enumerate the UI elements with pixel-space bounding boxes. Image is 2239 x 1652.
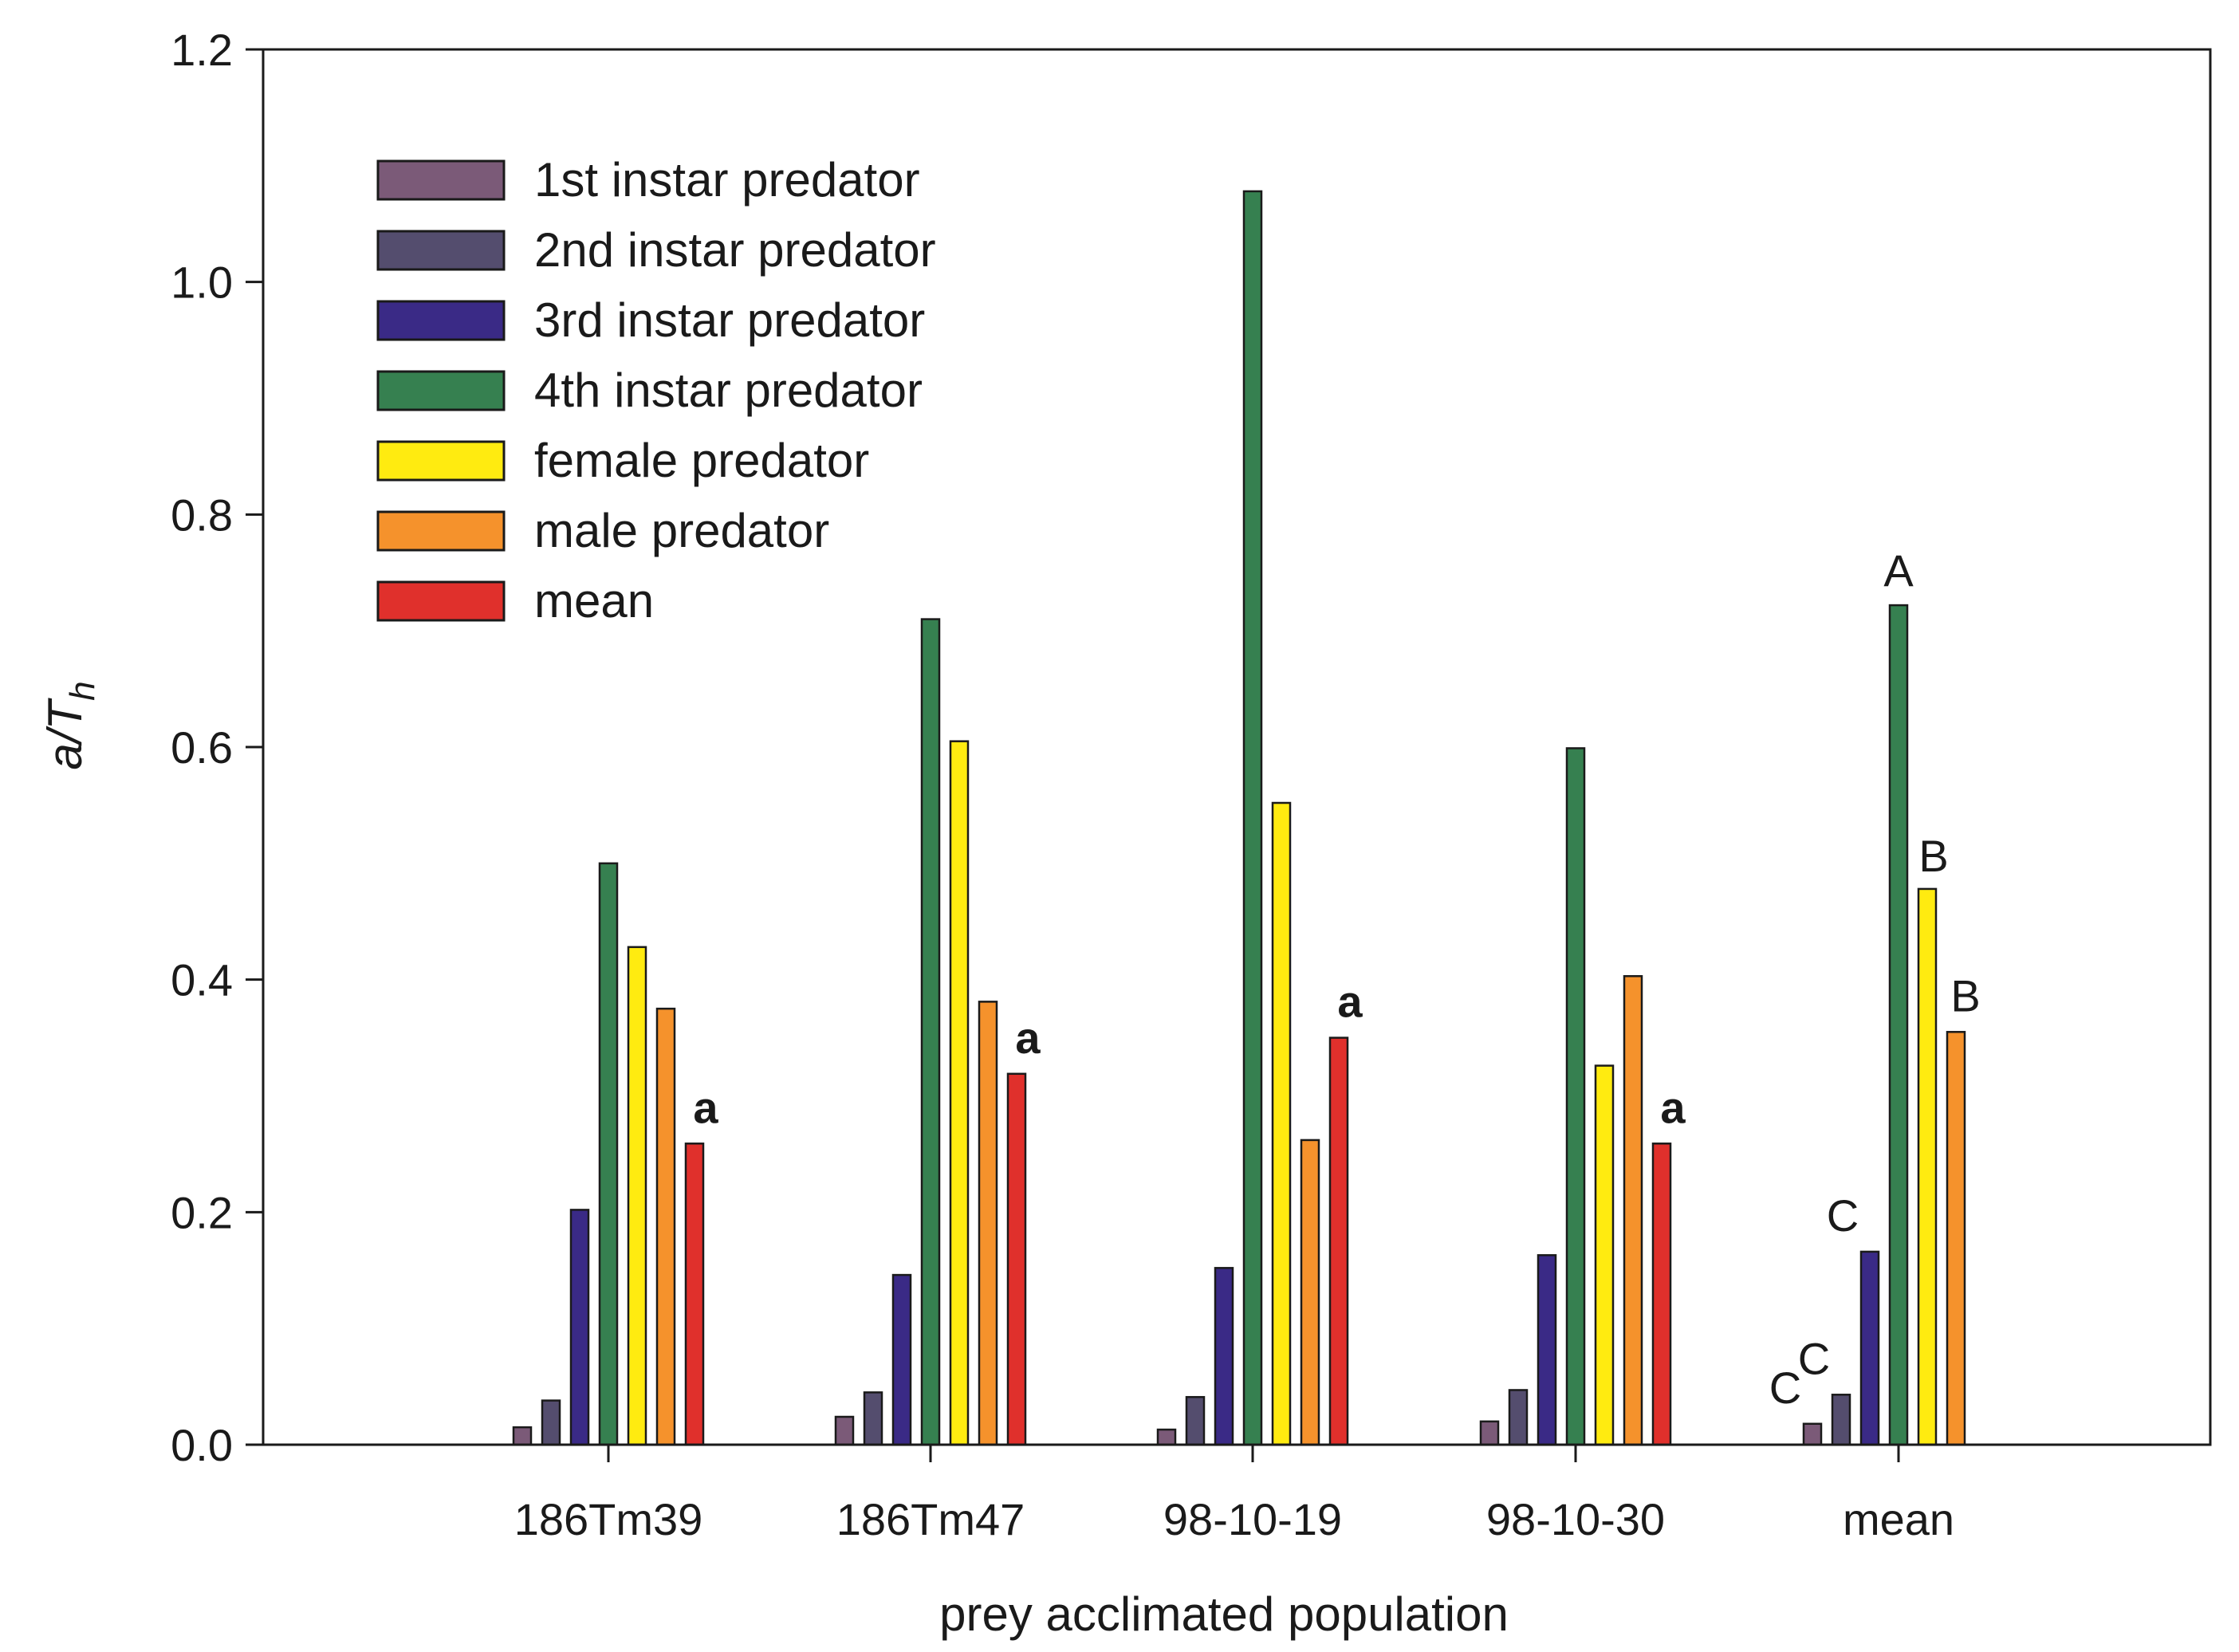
bar-186tm39-mean [684, 1143, 705, 1446]
significance-letter: B [1918, 831, 1948, 881]
bar-186tm47-male-predator [978, 1001, 998, 1446]
bar-98-10-19-female-predator [1271, 801, 1292, 1446]
x-tick-label-98-10-19: 98-10-19 [1163, 1494, 1342, 1544]
bar-186tm39-1st-instar-predator [512, 1426, 533, 1446]
y-tick-label: 0.0 [171, 1420, 233, 1470]
significance-letter: a [693, 1082, 718, 1132]
bar-186tm39-2nd-instar-predator [541, 1399, 561, 1446]
x-tick-label-186tm47: 186Tm47 [836, 1494, 1025, 1544]
y-axis-title-subscript: h [63, 681, 102, 700]
chart-legend: 1st instar predator 2nd instar predator 3r… [376, 153, 936, 627]
legend-label-male-predator: male predator [534, 504, 829, 557]
legend-swatch-male-predator [376, 510, 506, 552]
significance-letter: C [1769, 1363, 1801, 1413]
bar-98-10-19-3rd-instar-predator [1214, 1267, 1234, 1446]
bar-mean-3rd-instar-predator [1859, 1250, 1880, 1446]
bar-mean-1st-instar-predator [1802, 1422, 1823, 1446]
bar-186tm47-female-predator [949, 740, 970, 1446]
bar-186tm39-4th-instar-predator [598, 862, 619, 1446]
x-axis-title: prey acclimated population [939, 1587, 1509, 1641]
bar-186tm39-3rd-instar-predator [569, 1209, 590, 1446]
legend-label-3rd-instar-predator: 3rd instar predator [534, 293, 925, 347]
bar-mean-2nd-instar-predator [1831, 1394, 1851, 1446]
significance-letter: C [1827, 1190, 1859, 1241]
bar-186tm47-4th-instar-predator [920, 618, 941, 1446]
bar-186tm39-male-predator [655, 1007, 676, 1446]
y-tick-label: 0.2 [171, 1187, 233, 1237]
bar-98-10-19-male-predator [1300, 1139, 1320, 1446]
bar-186tm47-mean [1006, 1072, 1027, 1446]
significance-letter: A [1883, 545, 1914, 596]
y-tick-label: 0.6 [171, 722, 233, 773]
y-axis-title: a/Th [38, 681, 102, 769]
legend-label-mean: mean [534, 574, 654, 627]
legend-label-2nd-instar-predator: 2nd instar predator [534, 223, 936, 277]
significance-letter: a [1660, 1082, 1686, 1132]
significance-letter: B [1950, 970, 1980, 1021]
bar-mean-4th-instar-predator [1888, 604, 1909, 1446]
legend-label-female-predator: female predator [534, 434, 869, 487]
x-tick-label-mean: mean [1843, 1494, 1954, 1544]
legend-swatch-4th-instar-predator [376, 370, 506, 411]
bar-98-10-30-female-predator [1594, 1064, 1615, 1446]
bar-98-10-30-mean [1651, 1143, 1672, 1446]
bar-186tm39-female-predator [627, 946, 647, 1446]
y-tick-label: 0.4 [171, 955, 233, 1005]
bar-98-10-30-2nd-instar-predator [1508, 1389, 1529, 1446]
x-tick-label-98-10-30: 98-10-30 [1486, 1494, 1665, 1544]
significance-letter: a [1015, 1013, 1041, 1063]
y-axis-title-main: a/T [38, 698, 92, 770]
bar-186tm47-1st-instar-predator [834, 1415, 855, 1446]
bar-186tm47-3rd-instar-predator [891, 1273, 912, 1446]
bar-98-10-30-male-predator [1623, 975, 1643, 1446]
legend-swatch-mean [376, 580, 506, 622]
bar-98-10-19-2nd-instar-predator [1185, 1395, 1206, 1446]
legend-swatch-2nd-instar-predator [376, 230, 506, 271]
legend-swatch-female-predator [376, 440, 506, 482]
bar-98-10-19-1st-instar-predator [1156, 1428, 1177, 1446]
y-tick-label: 1.2 [171, 25, 233, 75]
legend-swatch-1st-instar-predator [376, 159, 506, 201]
bar-mean-female-predator [1917, 887, 1938, 1446]
bar-98-10-30-4th-instar-predator [1565, 747, 1586, 1446]
bar-98-10-30-3rd-instar-predator [1537, 1254, 1557, 1446]
legend-swatch-3rd-instar-predator [376, 300, 506, 341]
bar-98-10-19-mean [1328, 1036, 1349, 1446]
significance-letter: a [1337, 977, 1363, 1027]
y-tick-label: 1.0 [171, 258, 233, 308]
y-tick-label: 0.8 [171, 490, 233, 540]
chart-axes: 0.0 0.2 0.4 0.6 0.8 1.0 1.2 186Tm39 186Tm47 98-10… [171, 25, 2212, 1544]
legend-label-1st-instar-predator: 1st instar predator [534, 153, 920, 206]
x-tick-label-186tm39: 186Tm39 [514, 1494, 703, 1544]
bar-186tm47-2nd-instar-predator [863, 1391, 883, 1446]
bar-98-10-30-1st-instar-predator [1479, 1420, 1500, 1446]
significance-letter: C [1798, 1333, 1830, 1383]
bar-mean-male-predator [1946, 1031, 1966, 1446]
legend-label-4th-instar-predator: 4th instar predator [534, 364, 923, 417]
bar-98-10-19-4th-instar-predator [1242, 190, 1263, 1446]
